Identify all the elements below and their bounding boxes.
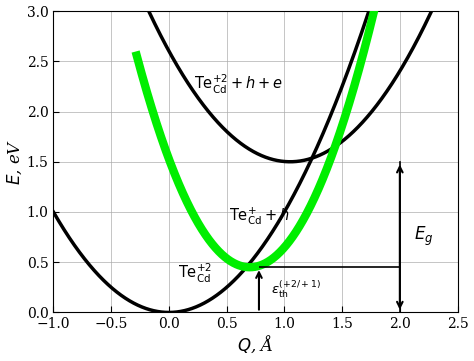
Text: $\varepsilon_{\mathrm{th}}^{(+2/+1)}$: $\varepsilon_{\mathrm{th}}^{(+2/+1)}$ (271, 279, 321, 300)
Text: $E_{g}$: $E_{g}$ (414, 225, 433, 248)
Text: $\mathrm{Te}^{+2}_{\mathrm{Cd}}$: $\mathrm{Te}^{+2}_{\mathrm{Cd}}$ (178, 262, 212, 285)
Y-axis label: $E$, eV: $E$, eV (6, 139, 24, 185)
Text: $\mathrm{Te}^{+2}_{\mathrm{Cd}}+h+e$: $\mathrm{Te}^{+2}_{\mathrm{Cd}}+h+e$ (194, 73, 283, 96)
X-axis label: $Q$, Å: $Q$, Å (237, 334, 274, 356)
Text: $\mathrm{Te}^{+}_{\mathrm{Cd}}+h$: $\mathrm{Te}^{+}_{\mathrm{Cd}}+h$ (229, 205, 289, 227)
